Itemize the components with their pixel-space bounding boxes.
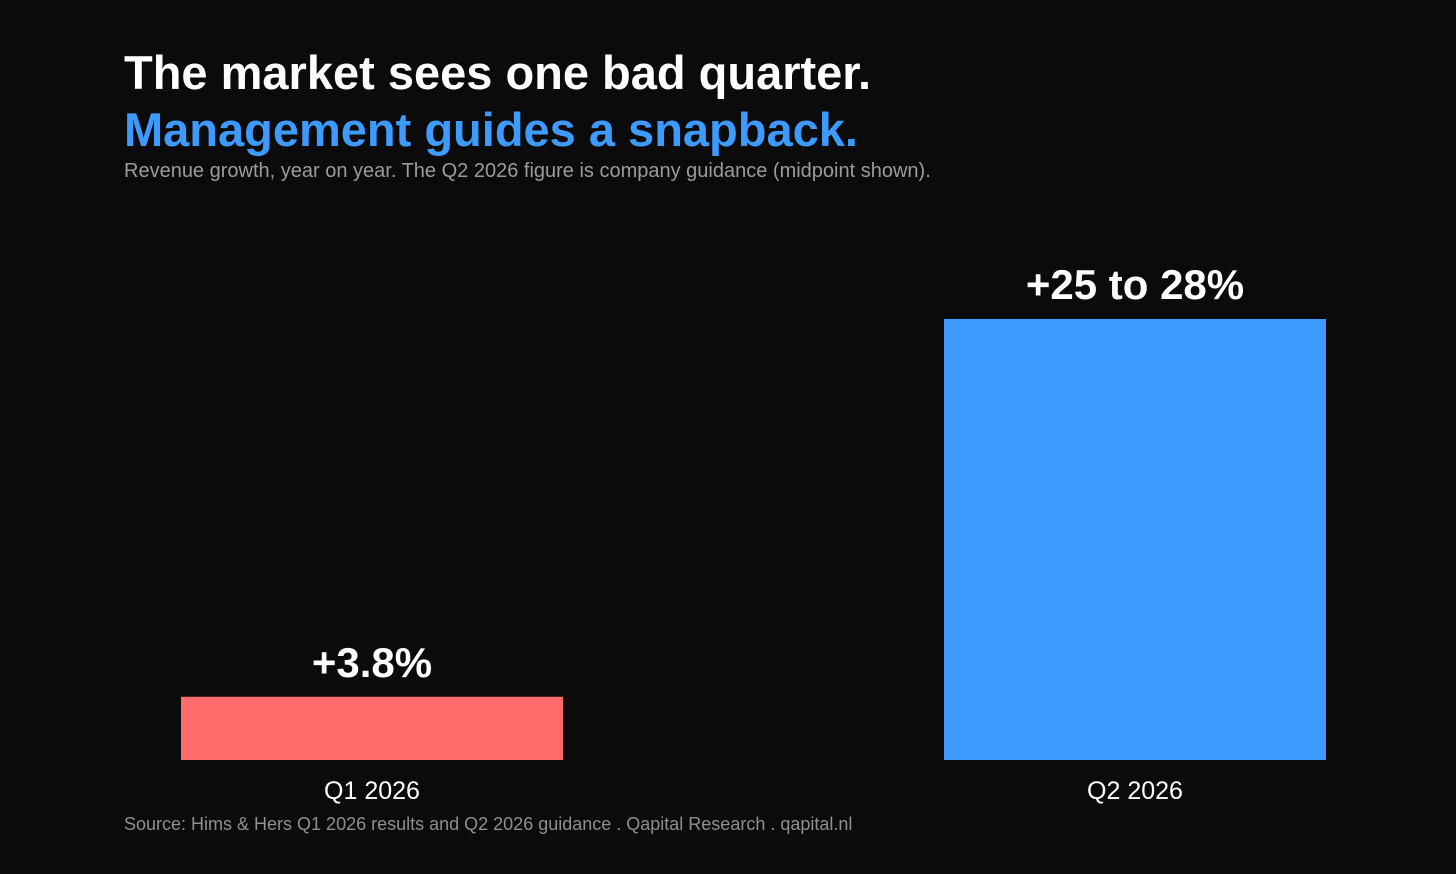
category-label: Q1 2026 xyxy=(324,777,420,805)
bar-q2-2026 xyxy=(944,319,1326,760)
source-note: Source: Hims & Hers Q1 2026 results and … xyxy=(124,814,853,834)
bar-q1-2026 xyxy=(181,696,563,760)
data-label: +3.8% xyxy=(312,639,432,686)
data-label: +25 to 28% xyxy=(1026,261,1244,308)
chart-subtitle: Revenue growth, year on year. The Q2 202… xyxy=(124,160,931,182)
chart-title-accent: Management guides a snapback. xyxy=(124,103,858,156)
chart-title: The market sees one bad quarter. xyxy=(124,46,872,99)
category-label: Q2 2026 xyxy=(1087,777,1183,805)
